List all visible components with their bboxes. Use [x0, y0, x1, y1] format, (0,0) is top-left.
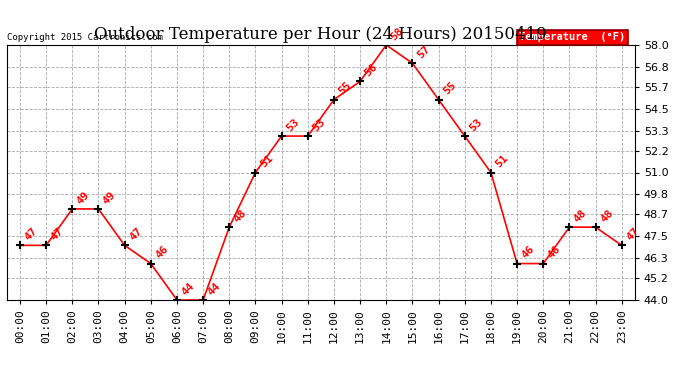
Text: 47: 47 — [23, 226, 39, 243]
Text: Copyright 2015 Cartronics.com: Copyright 2015 Cartronics.com — [7, 33, 163, 42]
Title: Outdoor Temperature per Hour (24 Hours) 20150419: Outdoor Temperature per Hour (24 Hours) … — [95, 27, 547, 44]
Text: 44: 44 — [179, 280, 197, 297]
Text: 44: 44 — [206, 280, 222, 297]
Text: Temperature  (°F): Temperature (°F) — [519, 33, 625, 42]
Text: 48: 48 — [232, 208, 248, 224]
Text: 46: 46 — [546, 244, 562, 261]
Text: 49: 49 — [101, 189, 118, 206]
Text: 47: 47 — [128, 226, 144, 243]
Text: 58: 58 — [389, 26, 406, 42]
Text: 51: 51 — [258, 153, 275, 170]
Text: 47: 47 — [49, 226, 66, 243]
Text: 48: 48 — [598, 208, 615, 224]
Text: 47: 47 — [624, 226, 641, 243]
Text: 46: 46 — [520, 244, 536, 261]
Text: 53: 53 — [468, 117, 484, 133]
Text: 51: 51 — [493, 153, 511, 170]
Text: 53: 53 — [310, 117, 327, 133]
Text: 57: 57 — [415, 44, 432, 60]
Text: 46: 46 — [154, 244, 170, 261]
Text: 56: 56 — [363, 62, 380, 79]
Text: 48: 48 — [572, 208, 589, 224]
Text: 55: 55 — [442, 80, 458, 97]
Text: 53: 53 — [284, 117, 301, 133]
Text: 55: 55 — [337, 80, 353, 97]
Text: 49: 49 — [75, 189, 92, 206]
